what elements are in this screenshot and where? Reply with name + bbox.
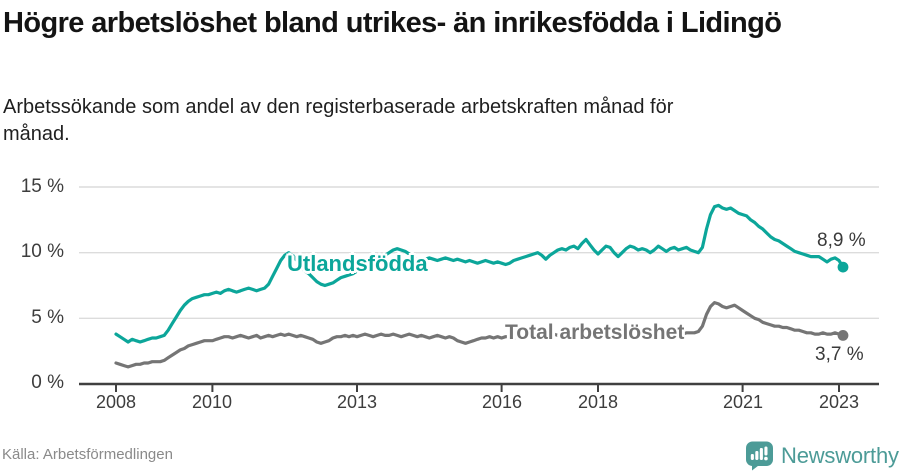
series-label-utlandsfodda: Utlandsfödda [287, 251, 428, 276]
series-line-total [114, 301, 845, 369]
page-title: Högre arbetslöshet bland utrikes- än inr… [3, 7, 782, 39]
x-tick-label: 2016 [481, 392, 523, 412]
newsworthy-brand-link[interactable]: Newsworthy [744, 440, 899, 471]
x-tick-label: 2021 [722, 392, 764, 412]
source-attribution: Källa: Arbetsförmedlingen [2, 446, 173, 463]
series-line-utlandsfodda [114, 203, 845, 344]
y-tick-label: 5 % [31, 307, 64, 328]
x-tick-label: 2010 [191, 392, 233, 412]
series-label-total: Total arbetslöshet [505, 321, 685, 344]
newsworthy-logo-icon [746, 441, 773, 471]
x-tick-label: 2023 [818, 392, 860, 412]
end-value-label-total: 3,7 % [815, 344, 864, 365]
end-value-label-utlandsfodda: 8,9 % [817, 230, 866, 251]
chart-subtitle: Arbetssökande som andel av den registerb… [3, 96, 674, 145]
x-tick-label: 2008 [95, 392, 137, 412]
series-end-dot-total [837, 330, 849, 341]
y-tick-label: 10 % [20, 241, 64, 262]
x-tick-label: 2018 [577, 392, 619, 412]
y-tick-label: 15 % [20, 176, 64, 197]
x-axis-ticks [115, 385, 840, 392]
gridlines [79, 186, 879, 319]
y-tick-label: 0 % [31, 372, 64, 393]
newsworthy-brand-text: Newsworthy [781, 442, 899, 468]
x-tick-label: 2013 [336, 392, 378, 412]
series-end-dot-utlandsfodda [837, 261, 849, 273]
